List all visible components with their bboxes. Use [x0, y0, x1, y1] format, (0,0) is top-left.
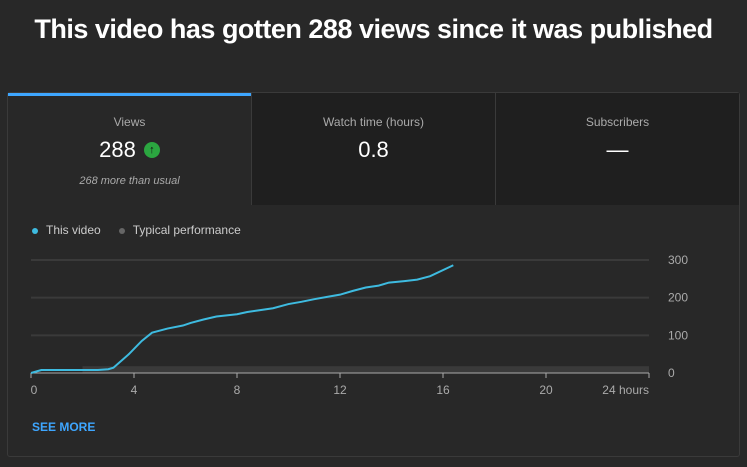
page-title: This video has gotten 288 views since it…: [34, 14, 713, 44]
legend-typical: Typical performance: [118, 223, 241, 237]
y-tick-label: 200: [668, 291, 688, 305]
chart-legend: This video Typical performance: [32, 223, 241, 237]
typical-performance-band: [82, 366, 649, 373]
tab-subscribers[interactable]: Subscribers —: [495, 93, 739, 205]
y-tick-label: 0: [668, 366, 675, 380]
tab-label: Watch time (hours): [323, 115, 424, 129]
series-line-this-video: [30, 264, 454, 374]
y-tick-label: 300: [668, 253, 688, 267]
tab-label: Views: [113, 115, 146, 129]
subscribers-value: —: [606, 137, 629, 162]
x-tick-label: 4: [131, 383, 138, 397]
tab-label: Subscribers: [585, 115, 650, 129]
x-tick-label: 20: [539, 383, 553, 397]
y-tick-label: 100: [668, 328, 688, 342]
x-tick-label: 12: [333, 383, 347, 397]
x-tick-label: 16: [436, 383, 450, 397]
see-more-link[interactable]: SEE MORE: [32, 420, 96, 434]
views-note: 268 more than usual: [79, 175, 180, 187]
x-tick-label: 24 hours: [602, 383, 649, 397]
watch-time-value: 0.8: [358, 137, 389, 162]
tab-watch-time[interactable]: Watch time (hours) 0.8: [251, 93, 495, 205]
x-tick-label: 8: [234, 383, 241, 397]
x-tick-label: 0: [31, 383, 38, 397]
arrow-up-icon: ↑: [143, 142, 160, 158]
analytics-card: Views 288 ↑ 268 more than usual Watch tim…: [7, 92, 740, 457]
tab-views[interactable]: Views 288 ↑ 268 more than usual: [8, 93, 251, 205]
views-value: 288: [99, 137, 136, 162]
legend-this-video: This video: [32, 223, 101, 237]
